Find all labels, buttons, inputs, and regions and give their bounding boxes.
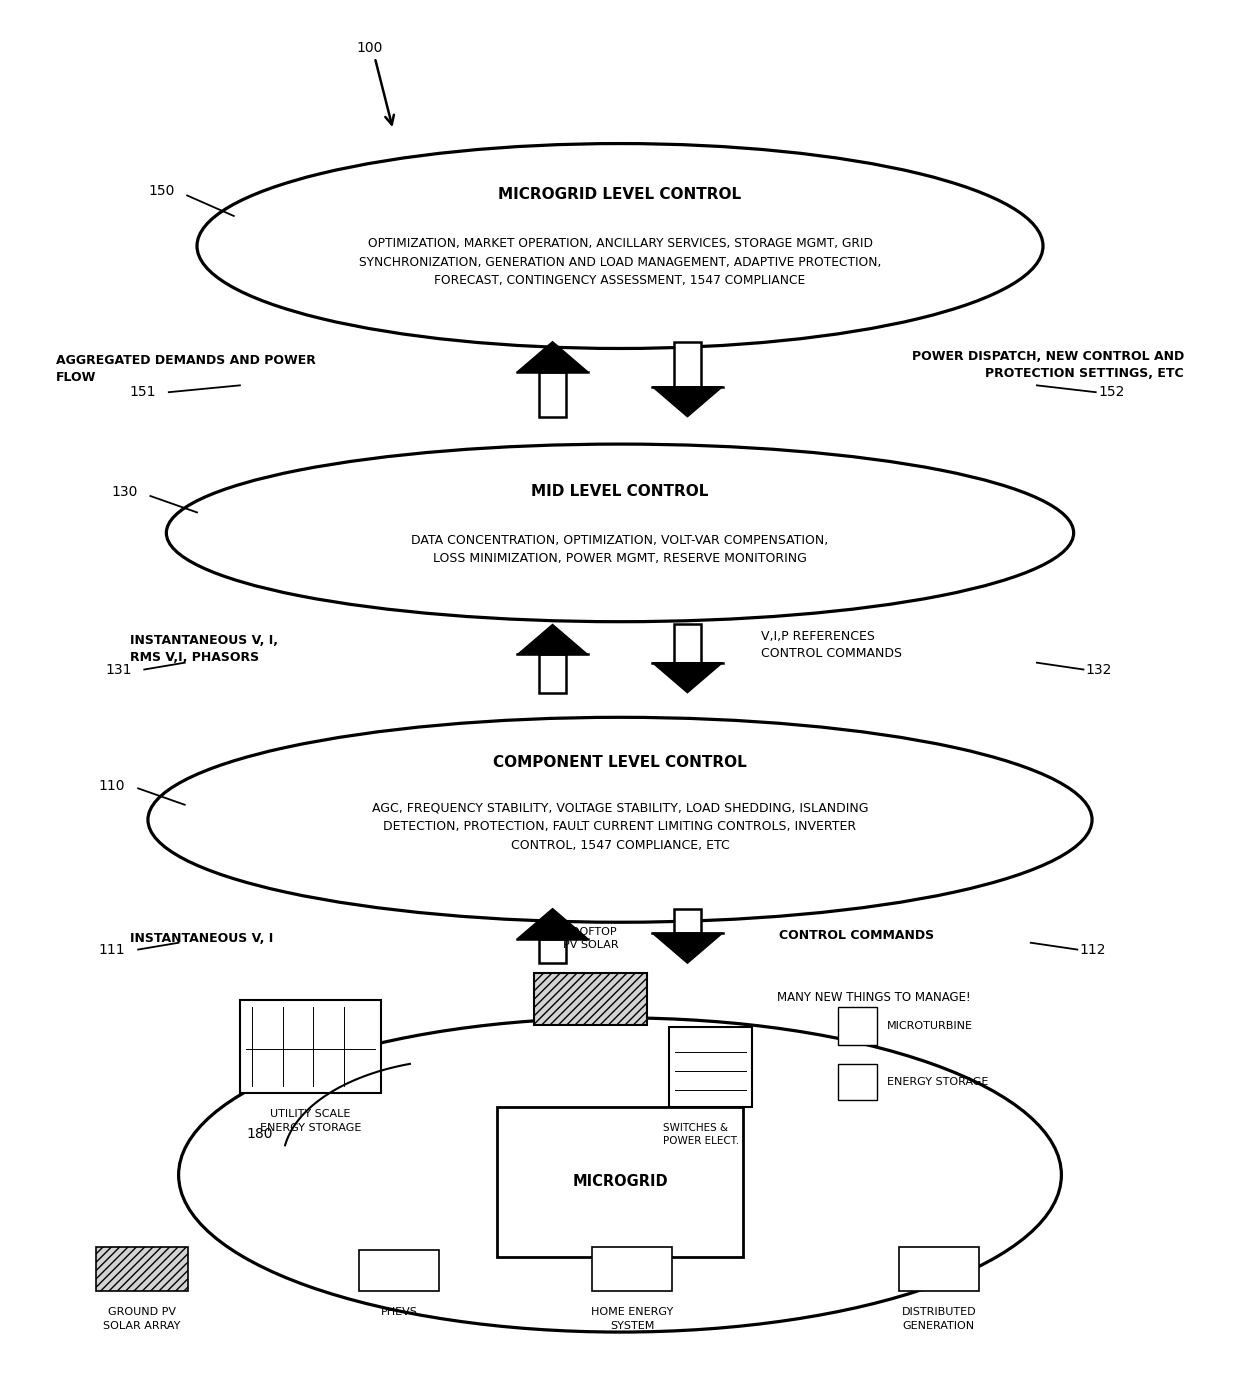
Text: 152: 152 — [1099, 385, 1125, 399]
Text: MICROGRID: MICROGRID — [572, 1174, 668, 1190]
Text: ENERGY STORAGE: ENERGY STORAGE — [888, 1076, 988, 1087]
FancyBboxPatch shape — [838, 1064, 878, 1100]
Polygon shape — [652, 933, 723, 963]
Text: DISTRIBUTED
GENERATION: DISTRIBUTED GENERATION — [901, 1307, 976, 1330]
Text: MICROTURBINE: MICROTURBINE — [888, 1021, 973, 1031]
Text: INSTANTANEOUS V, I,
RMS V,I, PHASORS: INSTANTANEOUS V, I, RMS V,I, PHASORS — [129, 633, 278, 664]
Text: 130: 130 — [112, 484, 138, 500]
Polygon shape — [517, 908, 588, 938]
Text: MANY NEW THINGS TO MANAGE!: MANY NEW THINGS TO MANAGE! — [777, 991, 971, 1003]
FancyBboxPatch shape — [675, 342, 701, 386]
Text: MICROGRID LEVEL CONTROL: MICROGRID LEVEL CONTROL — [498, 186, 742, 201]
Text: V,I,P REFERENCES
CONTROL COMMANDS: V,I,P REFERENCES CONTROL COMMANDS — [761, 629, 901, 660]
FancyBboxPatch shape — [534, 973, 647, 1025]
FancyBboxPatch shape — [838, 1007, 878, 1045]
Text: CONTROL COMMANDS: CONTROL COMMANDS — [780, 929, 935, 943]
Text: HOME ENERGY
SYSTEM: HOME ENERGY SYSTEM — [591, 1307, 673, 1330]
Polygon shape — [517, 624, 588, 654]
Text: AGC, FREQUENCY STABILITY, VOLTAGE STABILITY, LOAD SHEDDING, ISLANDING
DETECTION,: AGC, FREQUENCY STABILITY, VOLTAGE STABIL… — [372, 802, 868, 851]
Text: 110: 110 — [99, 778, 125, 792]
Text: COMPONENT LEVEL CONTROL: COMPONENT LEVEL CONTROL — [494, 755, 746, 770]
Polygon shape — [652, 386, 723, 417]
Text: INSTANTANEOUS V, I: INSTANTANEOUS V, I — [129, 932, 273, 945]
Polygon shape — [517, 342, 588, 371]
Text: 150: 150 — [148, 185, 175, 199]
FancyBboxPatch shape — [675, 624, 701, 662]
FancyBboxPatch shape — [899, 1248, 978, 1292]
Text: 100: 100 — [356, 41, 383, 55]
Text: PHEVS: PHEVS — [381, 1307, 418, 1318]
FancyBboxPatch shape — [239, 1000, 381, 1093]
FancyBboxPatch shape — [95, 1248, 187, 1292]
Text: AGGREGATED DEMANDS AND POWER
FLOW: AGGREGATED DEMANDS AND POWER FLOW — [56, 353, 316, 384]
FancyBboxPatch shape — [539, 654, 565, 693]
Polygon shape — [652, 662, 723, 693]
FancyBboxPatch shape — [670, 1028, 753, 1107]
Text: GROUND PV
SOLAR ARRAY: GROUND PV SOLAR ARRAY — [103, 1307, 181, 1330]
Text: 151: 151 — [129, 385, 156, 399]
FancyBboxPatch shape — [675, 908, 701, 933]
FancyBboxPatch shape — [539, 371, 565, 417]
Text: POWER DISPATCH, NEW CONTROL AND
PROTECTION SETTINGS, ETC: POWER DISPATCH, NEW CONTROL AND PROTECTI… — [911, 349, 1184, 380]
Text: OPTIMIZATION, MARKET OPERATION, ANCILLARY SERVICES, STORAGE MGMT, GRID
SYNCHRONI: OPTIMIZATION, MARKET OPERATION, ANCILLAR… — [358, 237, 882, 287]
Text: 131: 131 — [105, 662, 131, 676]
Text: DATA CONCENTRATION, OPTIMIZATION, VOLT-VAR COMPENSATION,
LOSS MINIMIZATION, POWE: DATA CONCENTRATION, OPTIMIZATION, VOLT-V… — [412, 534, 828, 564]
FancyBboxPatch shape — [360, 1250, 439, 1292]
FancyBboxPatch shape — [497, 1107, 743, 1257]
Text: ROOFTOP
PV SOLAR: ROOFTOP PV SOLAR — [563, 927, 619, 951]
FancyBboxPatch shape — [539, 938, 565, 963]
Text: 132: 132 — [1086, 662, 1112, 676]
Text: SWITCHES &
POWER ELECT.: SWITCHES & POWER ELECT. — [663, 1123, 739, 1147]
Text: 111: 111 — [99, 943, 125, 956]
Text: 112: 112 — [1080, 943, 1106, 956]
Text: MID LEVEL CONTROL: MID LEVEL CONTROL — [531, 484, 709, 500]
Text: UTILITY SCALE
ENERGY STORAGE: UTILITY SCALE ENERGY STORAGE — [259, 1110, 361, 1133]
Text: 180: 180 — [246, 1127, 273, 1141]
FancyBboxPatch shape — [593, 1248, 672, 1292]
